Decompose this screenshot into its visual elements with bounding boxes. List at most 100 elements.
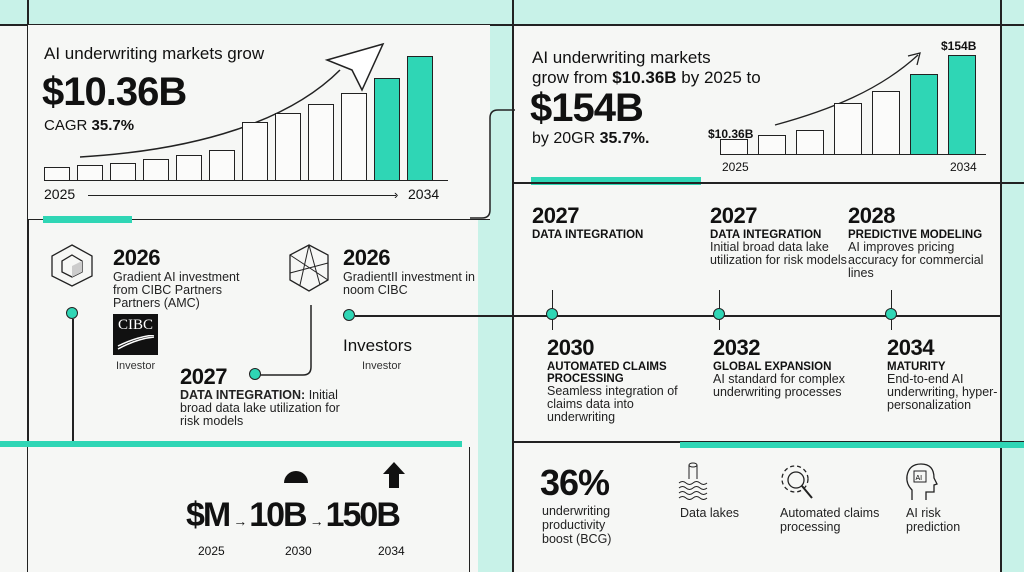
- cagr-label: CAGR: [44, 117, 88, 134]
- bar: [308, 103, 334, 181]
- logo-text: CIBC: [117, 317, 153, 333]
- milestone-text: AI improves pricing accuracy for commerc…: [848, 240, 984, 280]
- bar: [948, 55, 976, 155]
- timeline-line: [355, 315, 1000, 317]
- timeline-arrow: [88, 195, 396, 196]
- year: 2026: [113, 245, 160, 270]
- divider: [1000, 0, 1002, 572]
- arrow-head-icon: ›: [394, 187, 399, 202]
- icon-label: AI risk prediction: [906, 506, 961, 534]
- top-right-line2: grow from $10.36B by 2025 to: [532, 68, 761, 88]
- year: 2030: [547, 335, 594, 360]
- milestone: 2027 DATA INTEGRATION: [532, 203, 682, 241]
- year: 2034: [887, 335, 934, 360]
- milestone-text: End-to-end AI underwriting, hyper-person…: [887, 372, 998, 412]
- headline: AI underwriting markets grow: [44, 44, 265, 63]
- description: DATA INTEGRATION: Initial broad data lak…: [180, 389, 350, 428]
- accent-underline: [531, 177, 701, 185]
- description: Gradient AI investment from CIBC Partner…: [113, 270, 240, 310]
- ai-head-icon: AI: [906, 463, 938, 500]
- bar: [44, 167, 70, 181]
- dome-icon: [284, 471, 308, 483]
- trend-arrow-icon: [774, 52, 921, 126]
- bar: [176, 155, 202, 181]
- icon-label: Automated claims processing: [780, 506, 880, 534]
- right-band: [1000, 0, 1024, 572]
- hexagon-network-icon: [289, 244, 329, 292]
- arrow: →: [233, 513, 247, 529]
- accent-bar: [680, 442, 1024, 448]
- bar: [242, 121, 268, 181]
- stat-percent: 36%: [540, 462, 610, 503]
- bar: [374, 77, 400, 181]
- text: by 2025 to: [676, 68, 761, 87]
- cibc-logo: CIBC: [113, 314, 158, 355]
- year: 2026: [343, 245, 390, 270]
- growth-sequence: $M → 10B → 150B: [186, 496, 401, 535]
- year: 2027: [180, 364, 227, 389]
- bar: [275, 113, 301, 181]
- start-label: $10.36B: [708, 127, 754, 141]
- divider: [512, 0, 514, 572]
- investors-label: Investors: [343, 336, 412, 355]
- start-value: $10.36B: [612, 68, 677, 87]
- text: Initial broad data lake utilization for …: [180, 388, 340, 428]
- logo-caption: Investor: [116, 360, 156, 372]
- description: GradientII investment in noom CIBC: [343, 270, 476, 297]
- top-right-line1: AI underwriting markets: [532, 48, 711, 67]
- milestone-text: Seamless integration of claims data into…: [547, 384, 678, 424]
- x-end: 2034: [950, 160, 977, 174]
- text: grow from: [532, 68, 613, 87]
- value-2030: 10B: [249, 496, 307, 534]
- bar: [910, 74, 938, 155]
- timeline-stem: [72, 319, 74, 441]
- data-lake-icon: [678, 462, 708, 500]
- milestone-title: AUTOMATED CLAIMS PROCESSING: [547, 361, 667, 385]
- milestone-title: DATA INTEGRATION: [532, 229, 644, 241]
- divider: [512, 441, 1024, 443]
- bar: [143, 159, 169, 181]
- milestone-title: GLOBAL EXPANSION: [713, 361, 832, 373]
- connector: [260, 305, 312, 376]
- up-arrow-icon: [383, 462, 405, 488]
- bar: [341, 92, 367, 181]
- bar-chart-right: [720, 55, 986, 155]
- bar: [407, 56, 433, 181]
- bar: [209, 150, 235, 181]
- bar: [834, 102, 862, 155]
- year: 2034: [378, 544, 405, 558]
- milestone: 2030 AUTOMATED CLAIMS PROCESSING Seamless …: [547, 335, 697, 424]
- milestone: 2028 PREDICTIVE MODELING AI improves prici…: [848, 203, 998, 280]
- x-start: 2025: [44, 186, 76, 202]
- milestone: 2034 MATURITY End-to-end AI underwriting, …: [887, 335, 1024, 412]
- divider: [512, 182, 1024, 184]
- bar: [796, 129, 824, 155]
- timeline-dot: [885, 308, 897, 320]
- milestone-title: MATURITY: [887, 361, 946, 373]
- text: by 20GR: [532, 130, 600, 147]
- headline-value-right: $154B: [530, 86, 644, 130]
- milestone-text: AI standard for complex underwriting pro…: [713, 372, 846, 399]
- cagr-value: 35.7%.: [599, 130, 650, 147]
- divider: [27, 0, 29, 572]
- growth-arrow-icon: [79, 42, 385, 158]
- ai-chip-text: AI: [916, 475, 923, 482]
- gear-search-icon: [781, 465, 813, 499]
- cube-icon: [51, 244, 93, 287]
- arrow: →: [309, 513, 324, 529]
- x-end: 2034: [408, 186, 440, 202]
- end-label: $154B: [941, 39, 977, 53]
- label: DATA INTEGRATION:: [180, 388, 306, 402]
- milestone: 2027 DATA INTEGRATION Initial broad data l…: [710, 203, 860, 267]
- timeline-dot: [343, 309, 355, 321]
- year: 2028: [848, 203, 895, 228]
- timeline-dot: [713, 308, 725, 320]
- milestone: 2032 GLOBAL EXPANSION AI standard for comp…: [713, 335, 863, 399]
- value-2034: 150B: [325, 496, 401, 534]
- cagr: CAGR 35.7%: [44, 117, 134, 134]
- headline-value: $10.36B: [42, 70, 187, 114]
- timeline-dot: [66, 307, 78, 319]
- stat-label: underwriting productivity boost (BCG): [542, 504, 612, 546]
- milestone-title: DATA INTEGRATION: [710, 229, 822, 241]
- top-right-line3: by 20GR 35.7%.: [532, 130, 649, 148]
